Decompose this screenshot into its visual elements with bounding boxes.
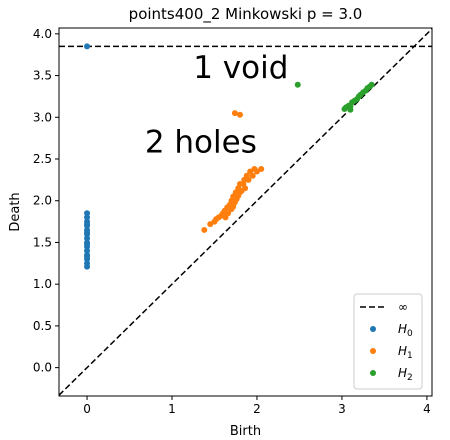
- chart-marks: [59, 28, 432, 396]
- point-h2: [347, 106, 354, 113]
- point-h1: [245, 176, 252, 183]
- point-h2: [368, 81, 375, 88]
- point-h0: [84, 43, 91, 50]
- point-h0: [84, 229, 91, 236]
- legend-label-h2: H2: [398, 366, 413, 383]
- point-h1: [249, 172, 256, 179]
- point-h0: [84, 221, 91, 228]
- y-tick-label: 2.0: [33, 194, 52, 208]
- y-tick-label: 0.5: [33, 319, 52, 333]
- point-h0: [84, 247, 91, 254]
- plot-frame: [58, 27, 433, 397]
- legend: ∞ H0 H1 H2: [353, 293, 423, 390]
- y-axis-label: Death: [8, 192, 23, 231]
- point-h2: [294, 81, 301, 88]
- legend-infinity-label: ∞: [398, 300, 408, 314]
- annotation-label: 1 void: [193, 50, 288, 86]
- axes: [55, 27, 433, 400]
- diagonal-line: [59, 28, 432, 396]
- x-tick-label: 0: [83, 402, 91, 416]
- x-axis-label: Birth: [230, 424, 261, 439]
- y-tick-label: 2.5: [33, 152, 52, 166]
- annotation-label: 2 holes: [145, 124, 257, 160]
- point-h0: [84, 253, 91, 260]
- legend-swatch-h1: [370, 348, 376, 354]
- y-tick-label: 3.5: [33, 69, 52, 83]
- point-h0: [84, 260, 91, 267]
- legend-label-h0: H0: [398, 322, 413, 339]
- point-h1: [225, 210, 232, 217]
- y-tick-label: 4.0: [33, 27, 52, 41]
- chart-text: 0 1 2 3 4 0.0 0.5 1.0 1.5 2.0 2.5 3.0 3.5 4.0 points40…: [8, 5, 431, 439]
- point-h1: [201, 226, 208, 233]
- legend-label-h1: H1: [398, 344, 413, 361]
- x-tick-label: 4: [423, 402, 431, 416]
- y-tick-label: 0.0: [33, 361, 52, 375]
- x-tick-label: 2: [253, 402, 261, 416]
- point-h0: [84, 241, 91, 248]
- point-h1: [231, 110, 238, 117]
- x-tick-label: 3: [338, 402, 346, 416]
- point-h0: [84, 214, 91, 221]
- point-h1: [242, 185, 249, 192]
- point-h1: [236, 111, 243, 118]
- y-tick-label: 3.0: [33, 110, 52, 124]
- legend-box: [353, 293, 423, 390]
- point-h1: [258, 166, 265, 173]
- point-h0: [84, 210, 91, 217]
- y-tick-label: 1.5: [33, 235, 52, 249]
- legend-swatch-h2: [370, 370, 376, 376]
- point-h0: [84, 235, 91, 242]
- legend-swatch-h0: [370, 326, 376, 332]
- x-tick-label: 1: [168, 402, 176, 416]
- chart-title: points400_2 Minkowski p = 3.0: [129, 5, 363, 24]
- y-tick-label: 1.0: [33, 277, 52, 291]
